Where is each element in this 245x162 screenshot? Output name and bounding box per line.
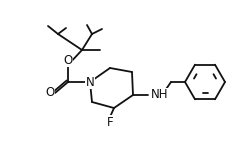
Text: NH: NH [151,88,169,102]
Text: N: N [86,75,94,88]
Text: O: O [45,87,55,99]
Text: O: O [63,53,73,66]
Text: F: F [107,116,113,128]
